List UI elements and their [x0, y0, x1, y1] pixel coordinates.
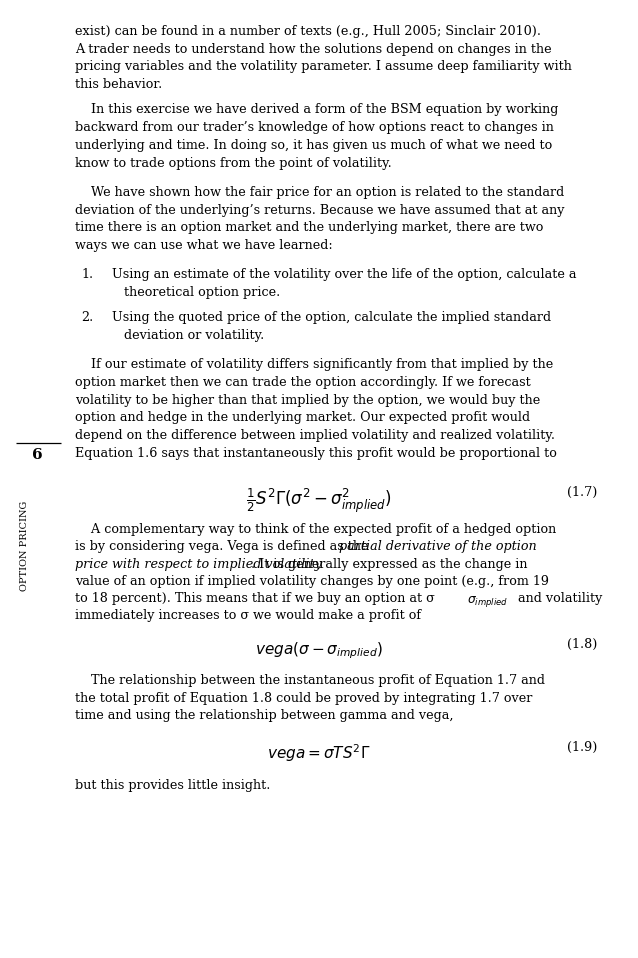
Text: pricing variables and the volatility parameter. I assume deep familiarity with: pricing variables and the volatility par…: [75, 60, 572, 74]
Text: . It is generally expressed as the change in: . It is generally expressed as the chang…: [251, 558, 528, 571]
Text: price with respect to implied volatility: price with respect to implied volatility: [75, 558, 322, 571]
Text: (1.8): (1.8): [567, 638, 597, 651]
Text: $\frac{1}{2}S^2\Gamma(\sigma^2 - \sigma^2_{implied})$: $\frac{1}{2}S^2\Gamma(\sigma^2 - \sigma^…: [246, 487, 392, 515]
Text: option and hedge in the underlying market. Our expected profit would: option and hedge in the underlying marke…: [75, 412, 530, 424]
Text: Using an estimate of the volatility over the life of the option, calculate a: Using an estimate of the volatility over…: [112, 268, 576, 282]
Text: volatility to be higher than that implied by the option, we would buy the: volatility to be higher than that implie…: [75, 394, 540, 407]
Text: time and using the relationship between gamma and vega,: time and using the relationship between …: [75, 709, 454, 722]
Text: and volatility: and volatility: [514, 592, 603, 605]
Text: 1.: 1.: [82, 268, 94, 282]
Text: immediately increases to σ we would make a profit of: immediately increases to σ we would make…: [75, 609, 422, 623]
Text: time there is an option market and the underlying market, there are two: time there is an option market and the u…: [75, 221, 544, 235]
Text: The relationship between the instantaneous profit of Equation 1.7 and: The relationship between the instantaneo…: [75, 674, 545, 688]
Text: value of an option if implied volatility changes by one point (e.g., from 19: value of an option if implied volatility…: [75, 575, 549, 588]
Text: (1.7): (1.7): [567, 486, 597, 499]
Text: know to trade options from the point of volatility.: know to trade options from the point of …: [75, 156, 392, 170]
Text: $\mathit{vega} = \sigma T S^2 \Gamma$: $\mathit{vega} = \sigma T S^2 \Gamma$: [267, 742, 371, 764]
Text: 2.: 2.: [82, 311, 94, 325]
Text: backward from our trader’s knowledge of how options react to changes in: backward from our trader’s knowledge of …: [75, 121, 554, 134]
Text: the total profit of Equation 1.8 could be proved by integrating 1.7 over: the total profit of Equation 1.8 could b…: [75, 692, 533, 705]
Text: option market then we can trade the option accordingly. If we forecast: option market then we can trade the opti…: [75, 376, 531, 389]
Text: ways we can use what we have learned:: ways we can use what we have learned:: [75, 240, 333, 252]
Text: is by considering vega. Vega is defined as the: is by considering vega. Vega is defined …: [75, 540, 373, 554]
Text: theoretical option price.: theoretical option price.: [112, 285, 280, 299]
Text: to 18 percent). This means that if we buy an option at σ: to 18 percent). This means that if we bu…: [75, 592, 435, 605]
Text: deviation or volatility.: deviation or volatility.: [112, 329, 264, 342]
Text: If our estimate of volatility differs significantly from that implied by the: If our estimate of volatility differs si…: [75, 358, 554, 372]
Text: Equation 1.6 says that instantaneously this profit would be proportional to: Equation 1.6 says that instantaneously t…: [75, 447, 557, 460]
Text: OPTION PRICING: OPTION PRICING: [20, 501, 29, 591]
Text: exist) can be found in a number of texts (e.g., Hull 2005; Sinclair 2010).: exist) can be found in a number of texts…: [75, 25, 541, 38]
Text: deviation of the underlying’s returns. Because we have assumed that at any: deviation of the underlying’s returns. B…: [75, 204, 565, 217]
Text: partial derivative of the option: partial derivative of the option: [339, 540, 537, 554]
Text: We have shown how the fair price for an option is related to the standard: We have shown how the fair price for an …: [75, 186, 565, 199]
Text: (1.9): (1.9): [567, 741, 597, 754]
Text: 6: 6: [32, 448, 42, 463]
Text: $\mathit{vega}(\sigma - \sigma_{implied})$: $\mathit{vega}(\sigma - \sigma_{implied}…: [255, 640, 383, 661]
Text: this behavior.: this behavior.: [75, 79, 163, 91]
Text: $\mathit{\sigma}_{implied}$: $\mathit{\sigma}_{implied}$: [467, 594, 508, 609]
Text: In this exercise we have derived a form of the BSM equation by working: In this exercise we have derived a form …: [75, 103, 559, 117]
Text: depend on the difference between implied volatility and realized volatility.: depend on the difference between implied…: [75, 429, 555, 443]
Text: Using the quoted price of the option, calculate the implied standard: Using the quoted price of the option, ca…: [112, 311, 551, 325]
Text: A trader needs to understand how the solutions depend on changes in the: A trader needs to understand how the sol…: [75, 43, 552, 56]
Text: but this provides little insight.: but this provides little insight.: [75, 779, 271, 792]
Text: underlying and time. In doing so, it has given us much of what we need to: underlying and time. In doing so, it has…: [75, 139, 553, 152]
Text: A complementary way to think of the expected profit of a hedged option: A complementary way to think of the expe…: [75, 523, 556, 536]
